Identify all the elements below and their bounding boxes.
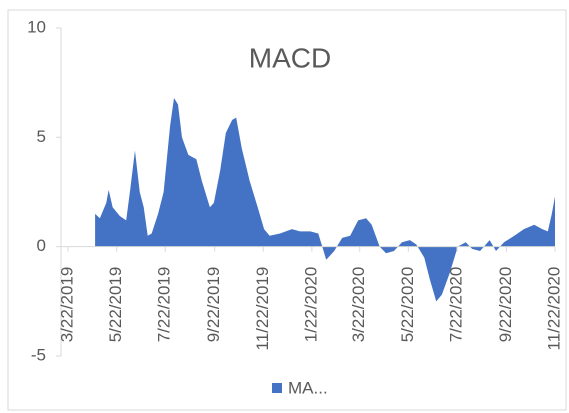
x-tick-label: 3/22/2020 [349, 267, 368, 343]
legend-label: MA... [288, 378, 328, 397]
chart-title: MACD [249, 42, 331, 73]
y-tick-label: 10 [27, 17, 46, 36]
y-tick-label: 0 [37, 236, 46, 255]
x-tick-label: 7/22/2019 [155, 267, 174, 343]
x-tick-label: 7/22/2020 [446, 267, 465, 343]
x-tick-label: 9/22/2019 [204, 267, 223, 343]
x-tick-label: 3/22/2019 [57, 267, 76, 343]
area [95, 97, 555, 302]
x-tick-label: 5/22/2020 [398, 267, 417, 343]
legend-swatch [272, 383, 282, 393]
x-tick-label: 11/22/2020 [544, 267, 563, 351]
chart-border [7, 9, 567, 411]
x-tick-label: 5/22/2019 [106, 267, 125, 343]
y-tick-label: -5 [31, 345, 46, 364]
x-tick-label: 11/22/2019 [253, 267, 272, 351]
x-tick-label: 9/22/2020 [496, 267, 515, 343]
y-tick-label: 5 [37, 127, 46, 146]
x-tick-label: 1/22/2020 [301, 267, 320, 343]
